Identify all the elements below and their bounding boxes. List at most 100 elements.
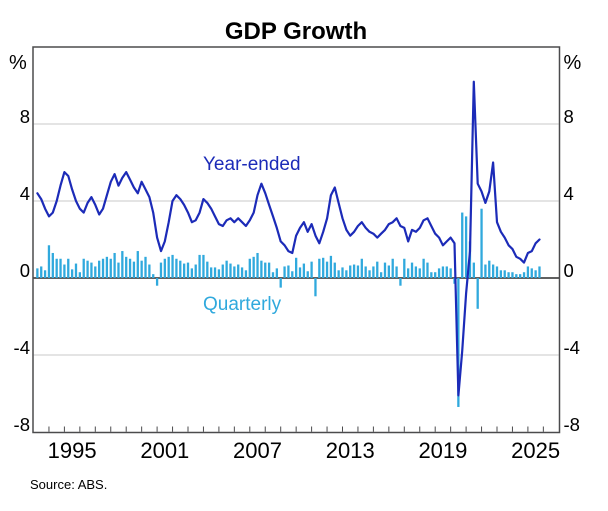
quarterly-bar bbox=[240, 267, 244, 278]
quarterly-bar bbox=[225, 260, 228, 278]
quarterly-bar bbox=[480, 208, 483, 278]
y-tick-label-left: 0 bbox=[20, 260, 30, 281]
quarterly-bar bbox=[503, 270, 506, 278]
quarterly-bar bbox=[414, 266, 418, 278]
quarterly-bar bbox=[410, 262, 414, 278]
quarterly-bar bbox=[47, 245, 51, 278]
axis-ticks-layer bbox=[48, 426, 544, 432]
x-tick-label-2013: 2013 bbox=[326, 438, 375, 463]
quarterly-bar bbox=[233, 266, 236, 278]
quarterly-bar bbox=[148, 264, 151, 278]
series-label-year-ended: Year-ended bbox=[203, 154, 301, 175]
plot-frame bbox=[32, 46, 561, 434]
quarterly-bar bbox=[291, 271, 294, 278]
x-tick-label-2001: 2001 bbox=[140, 438, 189, 463]
quarterly-bar bbox=[337, 270, 340, 278]
quarterly-bar bbox=[90, 262, 93, 278]
quarterly-bar bbox=[526, 266, 530, 278]
quarterly-bar bbox=[325, 261, 329, 278]
quarterly-bar bbox=[495, 266, 499, 278]
quarterly-bar bbox=[70, 269, 74, 278]
quarterly-bar bbox=[217, 269, 221, 278]
x-tick-label-2007: 2007 bbox=[233, 438, 282, 463]
quarterly-bar bbox=[229, 263, 232, 278]
y-axis-unit-left: % bbox=[9, 52, 27, 74]
quarterly-bar bbox=[260, 260, 263, 278]
chart-title: GDP Growth bbox=[225, 18, 367, 45]
source-note: Source: ABS. bbox=[30, 477, 107, 492]
quarterly-bar bbox=[491, 264, 495, 278]
quarterly-bar bbox=[167, 256, 170, 278]
quarterly-bar bbox=[275, 268, 278, 278]
quarterly-bar bbox=[476, 278, 479, 309]
quarterly-bar bbox=[322, 257, 325, 278]
quarterly-bar bbox=[43, 270, 47, 278]
quarterly-bar bbox=[98, 260, 101, 278]
quarterly-bar bbox=[78, 272, 81, 278]
plot-frame-layer bbox=[32, 46, 561, 434]
quarterly-bar bbox=[190, 268, 194, 278]
quarterly-bar bbox=[461, 212, 464, 278]
quarterly-bar bbox=[40, 266, 43, 278]
quarterly-bar bbox=[283, 266, 286, 278]
quarterly-bar bbox=[399, 278, 402, 286]
quarterly-bar bbox=[341, 267, 344, 278]
quarterly-bar bbox=[434, 272, 437, 278]
quarterly-bar bbox=[206, 261, 209, 278]
quarterly-bar bbox=[372, 266, 375, 278]
quarterly-bar bbox=[125, 256, 128, 278]
quarterly-bar bbox=[86, 260, 89, 278]
x-tick-label-2019: 2019 bbox=[418, 438, 467, 463]
quarterly-bar bbox=[376, 261, 379, 278]
quarterly-bar bbox=[221, 264, 224, 278]
quarterly-bar bbox=[360, 258, 363, 278]
quarterly-bar bbox=[488, 260, 491, 278]
quarterly-bar bbox=[175, 258, 178, 278]
quarterly-bar bbox=[345, 270, 348, 278]
quarterly-bar bbox=[279, 278, 282, 288]
x-tick-label-2025: 2025 bbox=[511, 438, 560, 463]
quarterly-bar bbox=[298, 267, 302, 278]
quarterly-bars-layer bbox=[36, 208, 541, 407]
quarterly-bar bbox=[530, 268, 533, 278]
y-tick-label-left: 8 bbox=[20, 106, 30, 127]
quarterly-bar bbox=[256, 252, 259, 278]
quarterly-bar bbox=[267, 262, 271, 278]
quarterly-bar bbox=[244, 270, 248, 278]
quarterly-bar bbox=[271, 272, 275, 278]
quarterly-bar bbox=[136, 251, 139, 278]
quarterly-bar bbox=[295, 257, 298, 278]
quarterly-bar bbox=[387, 265, 390, 278]
quarterly-bar bbox=[163, 258, 166, 278]
year-ended-line bbox=[36, 80, 541, 397]
quarterly-bar bbox=[63, 264, 66, 278]
quarterly-bar bbox=[391, 258, 394, 278]
quarterly-bar bbox=[113, 252, 116, 278]
quarterly-bar bbox=[499, 270, 503, 278]
quarterly-bar bbox=[155, 278, 159, 286]
quarterly-bar bbox=[426, 262, 429, 278]
quarterly-bar bbox=[287, 265, 290, 278]
quarterly-bar bbox=[128, 258, 132, 278]
quarterly-bar bbox=[306, 271, 309, 278]
quarterly-bar bbox=[352, 264, 356, 278]
quarterly-bar bbox=[383, 262, 387, 278]
quarterly-bar bbox=[159, 262, 163, 278]
quarterly-bar bbox=[252, 256, 255, 278]
y-tick-label-left: -8 bbox=[14, 414, 30, 435]
quarterly-bar bbox=[441, 266, 445, 278]
quarterly-bar bbox=[418, 268, 421, 278]
quarterly-bar bbox=[538, 266, 541, 278]
quarterly-bar bbox=[519, 274, 522, 278]
axis-labels-layer: 8 8 4 4 0 0 -4 -4 -8 -8 1995 2001 2007 2013 2019 2025 bbox=[14, 106, 580, 463]
quarterly-bar bbox=[248, 258, 251, 278]
quarterly-bar bbox=[464, 216, 468, 278]
quarterly-bar bbox=[182, 263, 186, 278]
quarterly-bar bbox=[132, 261, 136, 278]
y-tick-label-right: -8 bbox=[564, 414, 580, 435]
quarterly-bar bbox=[368, 270, 371, 278]
y-tick-label-right: -4 bbox=[564, 337, 580, 358]
quarterly-bar bbox=[379, 272, 383, 278]
quarterly-bar bbox=[457, 278, 460, 407]
